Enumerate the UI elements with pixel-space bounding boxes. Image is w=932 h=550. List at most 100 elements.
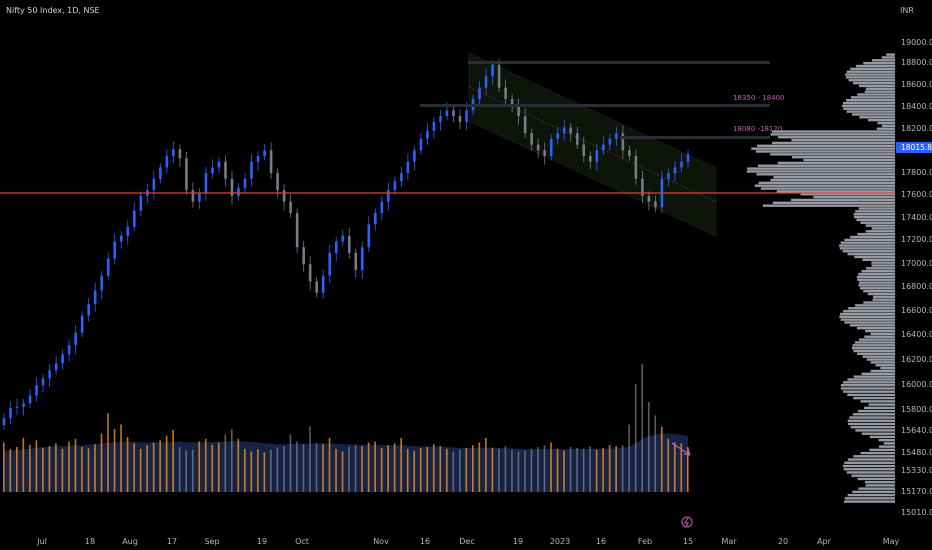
volume-bar: [16, 447, 18, 492]
candle-body: [497, 64, 501, 88]
level-band: [420, 104, 770, 107]
profile-bar: [860, 221, 895, 224]
volume-bar: [367, 442, 370, 492]
profile-bar: [840, 384, 895, 387]
profile-bar: [756, 173, 895, 176]
volume-bar: [120, 424, 122, 492]
volume-bar: [387, 445, 389, 492]
profile-bar: [840, 241, 895, 244]
profile-bar: [855, 429, 895, 432]
x-tick-label: 2023: [550, 537, 570, 546]
profile-bar: [853, 375, 895, 378]
candle-body: [380, 201, 384, 213]
profile-bar: [866, 358, 895, 361]
profile-bar: [866, 267, 895, 270]
profile-bar: [881, 124, 895, 128]
profile-bar: [856, 327, 895, 330]
profile-bar: [857, 278, 895, 281]
x-tick-label: 20: [778, 537, 788, 546]
profile-bar: [776, 190, 895, 193]
profile-bar: [861, 432, 895, 435]
x-tick-label: 17: [167, 537, 177, 546]
profile-bar: [850, 67, 895, 71]
profile-bar: [747, 167, 895, 170]
profile-bar: [847, 419, 895, 422]
profile-bar: [848, 79, 895, 82]
x-tick-label: Dec: [459, 537, 474, 546]
volume-bar: [602, 447, 604, 492]
candle-body: [224, 161, 227, 179]
profile-bar: [757, 144, 895, 147]
volume-bar: [9, 449, 12, 492]
volume-bar: [543, 445, 546, 492]
volume-bar: [400, 438, 402, 492]
volume-bar: [322, 444, 324, 492]
candle-body: [510, 99, 514, 105]
candle-body: [295, 213, 299, 248]
volume-bar: [165, 435, 168, 492]
lightning-icon[interactable]: [681, 516, 693, 528]
profile-bar: [800, 193, 895, 196]
candle-body: [582, 144, 586, 156]
profile-bar: [842, 250, 895, 253]
volume-bar: [504, 446, 507, 492]
x-tick-label: Feb: [638, 537, 652, 546]
profile-bar: [858, 207, 895, 210]
candle-body: [106, 258, 110, 276]
volume-bar: [335, 448, 337, 492]
candle-body: [543, 150, 546, 156]
profile-bar: [873, 295, 895, 299]
candle-body: [198, 192, 201, 202]
profile-bar: [854, 341, 895, 344]
volume-bar: [582, 448, 585, 492]
y-tick-label: 16000.00: [901, 380, 932, 389]
volume-bar: [244, 448, 246, 492]
volume-bar: [126, 437, 129, 492]
profile-bar: [846, 110, 895, 113]
profile-bar: [860, 400, 895, 403]
candle-body: [328, 252, 332, 276]
profile-bar: [858, 84, 895, 88]
volume-bar: [100, 433, 103, 492]
volume-bar: [42, 447, 44, 492]
profile-bar: [865, 484, 895, 487]
volume-bar: [478, 442, 481, 492]
candle-body: [28, 395, 32, 404]
profile-bar: [791, 138, 895, 142]
x-tick-label: Jul: [36, 537, 47, 546]
candle-body: [478, 87, 481, 99]
level-band: [468, 61, 770, 64]
volume-bar: [563, 450, 565, 492]
profile-bar: [852, 490, 895, 494]
profile-bar: [864, 90, 895, 93]
profile-bar: [867, 118, 895, 122]
profile-bar: [772, 141, 895, 145]
volume-bar: [159, 440, 161, 492]
candle-body: [217, 161, 221, 168]
candle-body: [243, 178, 247, 188]
candle-body: [504, 87, 507, 99]
candle-body: [41, 378, 45, 386]
candle-body: [48, 370, 51, 379]
profile-bar: [864, 480, 895, 484]
profile-bar: [777, 161, 895, 165]
x-tick-label: 18: [85, 537, 95, 546]
volume-bar: [530, 448, 533, 492]
price-channel: [468, 52, 717, 237]
profile-bar: [770, 153, 895, 156]
profile-bar: [872, 59, 895, 62]
profile-bar: [865, 224, 895, 227]
candle-body: [74, 332, 77, 346]
profile-bar: [856, 275, 895, 279]
volume-ma-area: [4, 433, 688, 492]
volume-bar: [107, 413, 109, 492]
candle-body: [282, 190, 286, 202]
candle-body: [465, 110, 468, 122]
volume-bar: [289, 434, 292, 492]
profile-bar: [845, 73, 895, 76]
profile-bar: [865, 329, 895, 333]
volume-bar: [204, 438, 207, 492]
candle-body: [432, 121, 436, 131]
candle-body: [126, 226, 130, 236]
